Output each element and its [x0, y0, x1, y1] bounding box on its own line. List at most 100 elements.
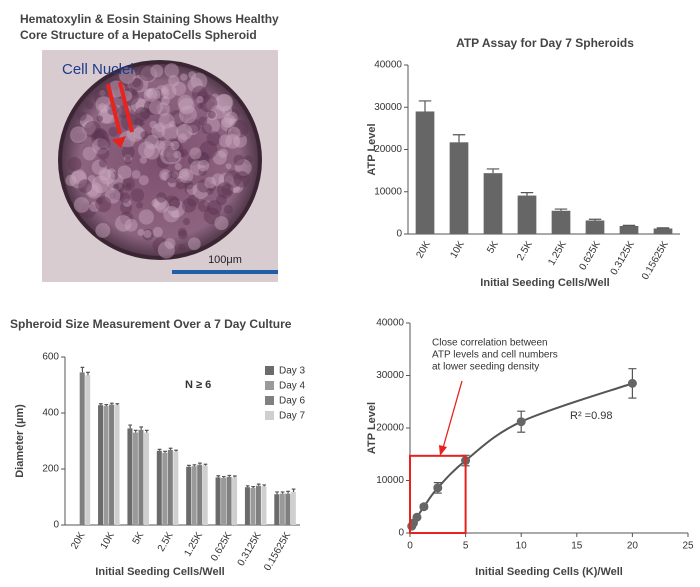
- cell: [166, 148, 182, 164]
- cell: [78, 179, 92, 193]
- cell: [199, 159, 206, 166]
- cell: [220, 117, 235, 132]
- cell: [99, 89, 106, 97]
- cell: [122, 198, 132, 208]
- cell: [76, 111, 87, 121]
- error-bar: [139, 426, 144, 430]
- error-bar: [163, 450, 167, 453]
- y-tick-label: 400: [42, 408, 59, 419]
- cell: [225, 163, 232, 170]
- x-tick-label: 0.3125K: [609, 239, 637, 277]
- cell: [182, 217, 191, 226]
- cell: [177, 150, 185, 158]
- bar: [132, 432, 138, 525]
- cell: [161, 171, 169, 180]
- cell: [85, 181, 103, 199]
- cell: [70, 124, 87, 142]
- cell: [168, 197, 181, 209]
- cell: [160, 83, 177, 100]
- cell: [229, 108, 240, 120]
- bar: [255, 485, 261, 525]
- cell: [178, 230, 188, 240]
- cell: [188, 71, 197, 79]
- cell: [186, 118, 201, 133]
- cell: [175, 178, 187, 190]
- cell: [216, 94, 234, 111]
- cell: [87, 184, 100, 197]
- error-bar: [486, 168, 500, 174]
- cell: [172, 143, 184, 154]
- cell: [203, 117, 220, 134]
- error-bar: [98, 403, 103, 406]
- cell: [143, 229, 152, 239]
- cell: [121, 177, 136, 191]
- cell: [96, 115, 104, 122]
- cell: [153, 196, 167, 211]
- error-bar: [286, 490, 290, 494]
- cell: [98, 103, 107, 112]
- error-bar: [203, 463, 208, 466]
- error-bar: [232, 475, 237, 478]
- cell: [159, 169, 171, 181]
- cell: [161, 96, 171, 106]
- legend-swatch: [265, 396, 274, 405]
- annotation-arrow: [442, 380, 463, 449]
- bar: [202, 465, 208, 525]
- cell: [168, 75, 180, 87]
- cell: [130, 78, 144, 92]
- cell: [173, 113, 184, 124]
- cell: [224, 175, 234, 185]
- cell: [142, 228, 154, 241]
- cell: [147, 99, 163, 115]
- cell: [97, 108, 113, 124]
- cell: [124, 218, 138, 232]
- error-bar: [109, 402, 114, 405]
- point: [412, 512, 422, 522]
- cell: [82, 146, 97, 161]
- cell: [224, 111, 238, 126]
- x-tick-label: 5K: [131, 530, 147, 546]
- cell: [91, 159, 107, 175]
- cell: [229, 182, 241, 193]
- cell: [136, 201, 144, 209]
- bar: [585, 220, 605, 234]
- x-tick-label: 0.625K: [209, 530, 235, 563]
- cell: [218, 172, 234, 188]
- cell: [196, 91, 210, 104]
- error-bar: [187, 464, 191, 467]
- cell: [214, 216, 229, 231]
- cell: [135, 98, 150, 113]
- cell: [197, 102, 204, 109]
- x-tick-label: 0: [407, 541, 413, 552]
- cell: [125, 182, 132, 189]
- cell: [139, 156, 148, 164]
- cell: [146, 132, 161, 147]
- cell: [65, 174, 77, 187]
- cell: [158, 140, 176, 158]
- error-bar: [168, 447, 173, 450]
- cell: [186, 184, 197, 195]
- cell: [109, 192, 117, 200]
- cell: [155, 122, 166, 133]
- cell: [139, 65, 156, 82]
- cell: [168, 110, 186, 127]
- cell: [148, 100, 164, 115]
- cell: [167, 199, 186, 218]
- x-tick-label: 0.15625K: [262, 530, 293, 573]
- cell: [196, 152, 210, 166]
- cell: [179, 148, 188, 157]
- image-title: Hematoxylin & Eosin Staining Shows Healt…: [20, 12, 279, 26]
- cell: [119, 130, 136, 148]
- x-tick-label: 0.3125K: [236, 530, 264, 568]
- cell: [226, 127, 235, 135]
- cell: [142, 70, 150, 78]
- cell: [108, 126, 119, 137]
- cell: [233, 133, 248, 148]
- cell: [156, 192, 167, 203]
- bar: [250, 488, 256, 525]
- cell: [119, 67, 136, 84]
- cell: [138, 141, 155, 159]
- legend-label: Day 7: [279, 411, 306, 422]
- cell: [198, 116, 208, 126]
- cell: [229, 178, 244, 194]
